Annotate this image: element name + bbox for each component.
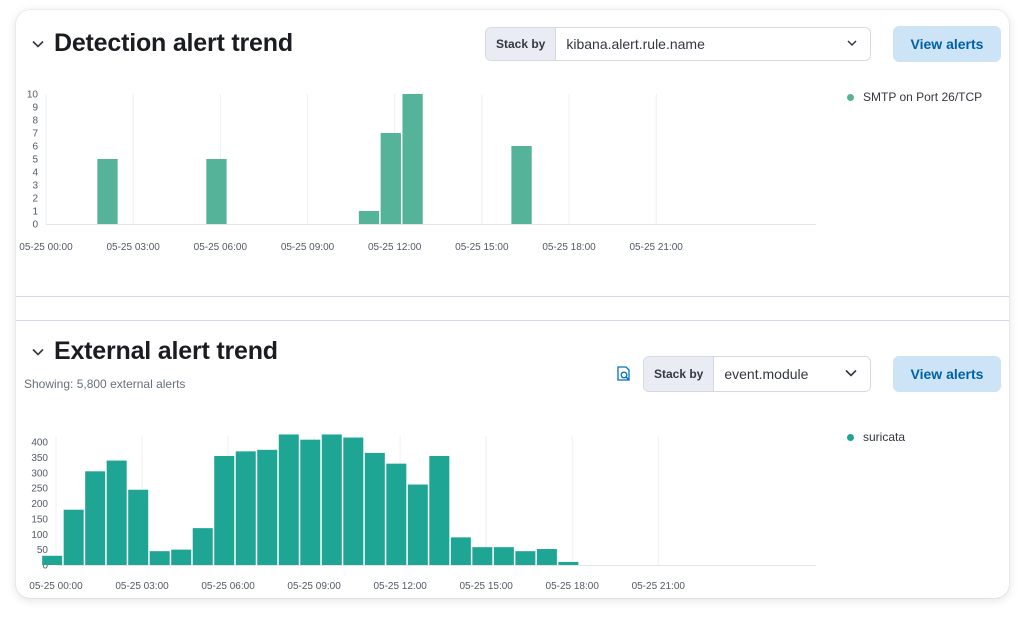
alert-trends-card: Detection alert trend Stack by kibana.al… (16, 10, 1009, 598)
detection-alert-trend-title: Detection alert trend (54, 29, 293, 57)
external-alert-trend-title: External alert trend (54, 337, 278, 365)
legend-label: suricata (863, 430, 906, 444)
stack-by-select[interactable]: Stack by kibana.alert.rule.name (485, 27, 871, 61)
stack-by-label: Stack by (486, 28, 557, 60)
y-tick-label: 0 (42, 561, 48, 572)
legend-label: SMTP on Port 26/TCP (863, 90, 983, 104)
collapse-chevron-icon[interactable] (30, 36, 46, 52)
x-tick-label: 05-25 15:00 (455, 242, 509, 253)
y-tick-label: 4 (32, 168, 38, 179)
y-tick-label: 300 (31, 468, 48, 479)
bar[interactable] (358, 211, 380, 224)
bar[interactable] (386, 463, 407, 565)
bar[interactable] (364, 452, 385, 565)
bar[interactable] (402, 94, 423, 224)
y-tick-label: 8 (32, 116, 38, 127)
y-tick-label: 3 (32, 181, 38, 192)
x-tick-label: 05-25 03:00 (106, 242, 160, 253)
bar[interactable] (257, 449, 278, 565)
bar[interactable] (63, 509, 84, 565)
chevron-down-icon (846, 36, 858, 52)
x-tick-label: 05-25 06:00 (194, 242, 248, 253)
y-tick-label: 400 (31, 438, 48, 449)
chevron-down-icon (844, 366, 858, 382)
collapse-chevron-icon[interactable] (30, 344, 46, 360)
bar[interactable] (515, 551, 536, 565)
y-tick-label: 2 (32, 194, 38, 205)
y-tick-label: 200 (31, 499, 48, 510)
bar[interactable] (300, 439, 321, 565)
view-alerts-button[interactable]: View alerts (893, 356, 1001, 392)
legend-color-dot (847, 93, 854, 101)
stack-by-value: kibana.alert.rule.name (566, 36, 705, 52)
bar[interactable] (380, 133, 401, 224)
bar[interactable] (429, 455, 450, 565)
section-divider (16, 296, 1009, 297)
y-tick-label: 100 (31, 530, 48, 541)
y-tick-label: 0 (32, 220, 38, 231)
bar[interactable] (128, 489, 149, 565)
x-tick-label: 05-25 12:00 (373, 581, 427, 592)
bar[interactable] (278, 434, 299, 565)
stack-by-dropdown[interactable]: event.module (714, 357, 870, 391)
section-divider (16, 320, 1009, 321)
external-alerts-count: Showing: 5,800 external alerts (24, 377, 186, 391)
y-tick-label: 9 (32, 103, 38, 114)
bar[interactable] (42, 555, 63, 565)
x-tick-label: 05-25 09:00 (287, 581, 341, 592)
bar[interactable] (511, 146, 532, 224)
view-alerts-button[interactable]: View alerts (893, 26, 1001, 62)
bar[interactable] (214, 455, 235, 565)
bar[interactable] (321, 434, 342, 565)
y-tick-label: 50 (37, 545, 49, 556)
y-tick-label: 1 (32, 207, 38, 218)
y-tick-label: 350 (31, 453, 48, 464)
x-tick-label: 05-25 18:00 (546, 581, 600, 592)
stack-by-select[interactable]: Stack by event.module (643, 356, 871, 392)
y-tick-label: 7 (32, 129, 38, 140)
bar[interactable] (97, 159, 118, 224)
bar[interactable] (85, 471, 106, 565)
y-tick-label: 6 (32, 142, 38, 153)
bar[interactable] (536, 549, 557, 565)
x-tick-label: 05-25 00:00 (29, 581, 83, 592)
bar[interactable] (206, 159, 227, 224)
bar[interactable] (343, 437, 364, 565)
bar[interactable] (235, 451, 256, 565)
y-tick-label: 150 (31, 514, 48, 525)
x-tick-label: 05-25 09:00 (281, 242, 335, 253)
x-tick-label: 05-25 21:00 (629, 242, 683, 253)
bar[interactable] (493, 547, 514, 565)
x-tick-label: 05-25 12:00 (368, 242, 422, 253)
external-alert-chart: 0 50 100 150 200 250 300 350 400 05-25 00:00 05-25… (29, 434, 816, 592)
legend-item[interactable]: SMTP on Port 26/TCP (847, 90, 982, 104)
external-alert-trend-panel: External alert trend Showing: 5,800 exte… (16, 322, 1009, 598)
y-tick-label: 5 (32, 155, 38, 166)
bar[interactable] (149, 551, 170, 565)
x-tick-label: 05-25 21:00 (632, 581, 686, 592)
bar[interactable] (106, 460, 127, 565)
x-tick-label: 05-25 18:00 (542, 242, 596, 253)
bar[interactable] (472, 547, 493, 565)
bar[interactable] (407, 484, 428, 565)
detection-alert-chart: 0 1 2 3 4 5 6 7 8 9 10 05-25 00:00 05-25 03:00 05-25 … (19, 90, 816, 253)
x-tick-label: 05-25 03:00 (115, 581, 169, 592)
detection-alert-trend-panel: Detection alert trend Stack by kibana.al… (16, 10, 1009, 296)
stack-by-value: event.module (724, 366, 809, 382)
stack-by-dropdown[interactable]: kibana.alert.rule.name (556, 28, 870, 60)
x-tick-label: 05-25 06:00 (201, 581, 255, 592)
legend-color-dot (847, 433, 854, 441)
y-tick-label: 250 (31, 484, 48, 495)
bar[interactable] (450, 537, 471, 565)
y-tick-label: 10 (27, 90, 39, 101)
bar[interactable] (192, 528, 213, 565)
x-tick-label: 05-25 00:00 (19, 242, 73, 253)
inspect-icon[interactable] (615, 365, 633, 383)
bar[interactable] (171, 549, 192, 565)
x-tick-label: 05-25 15:00 (459, 581, 513, 592)
bar[interactable] (558, 561, 579, 565)
stack-by-label: Stack by (644, 357, 715, 391)
legend-item[interactable]: suricata (847, 430, 905, 444)
